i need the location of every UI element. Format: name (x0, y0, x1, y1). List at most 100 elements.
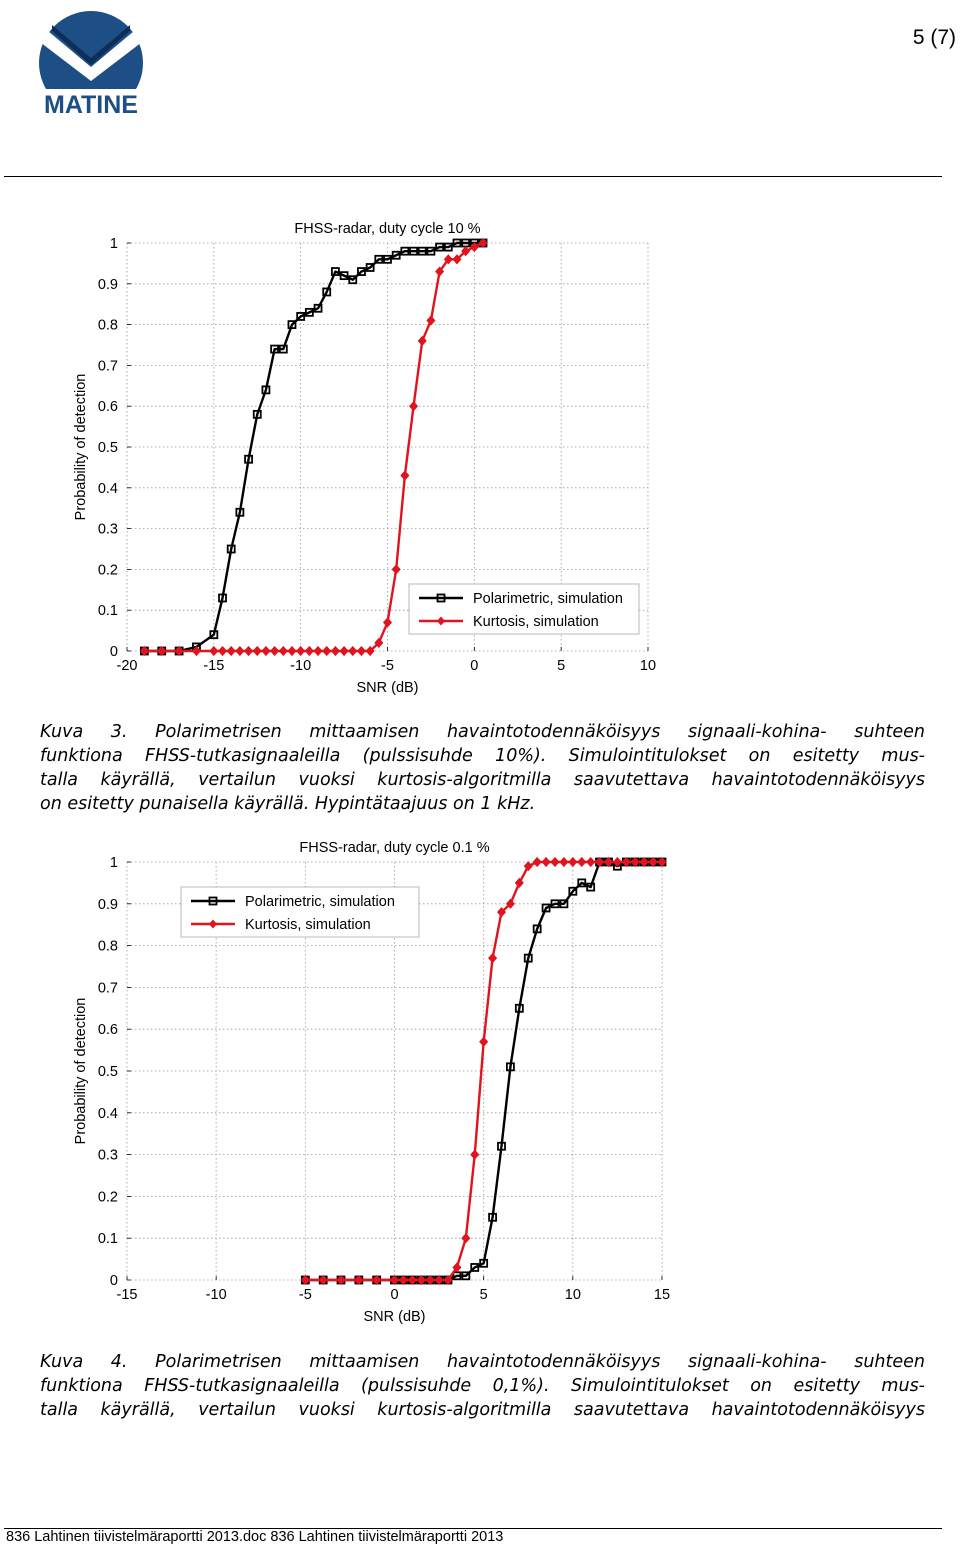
chart-legend: Polarimetric, simulation Kurtosis, simula… (408, 583, 640, 635)
legend-marker (209, 919, 217, 929)
data-point (209, 645, 219, 657)
legend-marker (436, 593, 446, 603)
data-point (417, 335, 427, 347)
x-tick-label: -15 (203, 658, 224, 674)
data-point (461, 246, 471, 257)
caption-line: Kuva 4. Polarimetrisen mittaamisen havai… (40, 1352, 925, 1372)
chart-2-svg: -15 -10 -5 0 5 10 15 0 0.1 0.2 0.3 0.4 0.5 0.6 0.7 0.8 0… (73, 840, 670, 1325)
data-point (226, 544, 236, 554)
data-point (452, 238, 462, 248)
data-point (514, 877, 524, 889)
y-tick-label: 0 (110, 644, 118, 660)
y-tick-label: 0 (110, 1273, 118, 1289)
page-number: 5 (7) (912, 26, 956, 49)
y-tick-label: 0.6 (98, 1022, 118, 1038)
data-point (479, 1036, 489, 1047)
data-point (400, 246, 410, 256)
x-axis-label: SNR (dB) (363, 1309, 425, 1325)
data-point (244, 645, 254, 657)
legend-label: Polarimetric, simulation (473, 591, 623, 607)
y-tick-label: 0.9 (98, 897, 118, 913)
data-point (287, 645, 297, 657)
chart-1-svg: -20 -15 -10 -5 0 5 10 0 0.1 0.2 0.3 0.4 0.5 0.6 0.7 0.8… (73, 221, 656, 696)
y-axis-label: Probability of detection (73, 998, 89, 1145)
data-point (478, 237, 488, 249)
data-point (252, 409, 262, 419)
legend-label: Kurtosis, simulation (245, 917, 371, 933)
data-point (296, 312, 306, 321)
data-point (357, 267, 366, 276)
logo-wordmark: MATINE (44, 91, 138, 118)
data-point (506, 1062, 515, 1072)
data-point (523, 861, 533, 872)
data-point (559, 856, 569, 868)
x-tick-label: 15 (654, 1287, 670, 1303)
chart-title: FHSS-radar, duty cycle 10 % (294, 221, 480, 237)
data-point (514, 1003, 524, 1013)
data-point (365, 645, 375, 657)
data-point (365, 263, 375, 272)
data-point (532, 924, 542, 934)
y-tick-label: 0.6 (98, 399, 118, 415)
data-point (559, 899, 569, 909)
data-point (586, 882, 596, 892)
data-point (139, 645, 149, 657)
data-point (235, 645, 245, 657)
caption-line: funktiona FHSS-tutkasignaaleilla (pulssi… (40, 1376, 925, 1396)
data-point (174, 645, 184, 657)
data-point (568, 886, 578, 896)
data-point (541, 856, 551, 868)
data-point (391, 564, 401, 575)
x-tick-label: -10 (206, 1287, 227, 1303)
data-point (452, 254, 462, 265)
data-point (461, 1271, 471, 1281)
data-point (550, 856, 560, 868)
y-tick-label: 0.5 (98, 440, 118, 456)
y-tick-label: 0.1 (98, 603, 118, 619)
data-point (278, 645, 288, 657)
data-point (488, 1212, 497, 1222)
data-point (443, 254, 453, 265)
data-point (532, 856, 542, 868)
x-tick-label: 10 (565, 1287, 581, 1303)
data-point (497, 1141, 506, 1151)
data-point (595, 856, 605, 868)
data-point (322, 645, 332, 657)
data-point (313, 645, 323, 657)
data-point (435, 266, 445, 277)
x-tick-label: -15 (117, 1287, 138, 1303)
data-point (330, 645, 340, 657)
data-point (407, 1274, 417, 1286)
data-point (621, 856, 631, 868)
y-tick-label: 0.4 (98, 1106, 118, 1122)
x-tick-label: 5 (557, 658, 565, 674)
y-tick-label: 0.1 (98, 1231, 118, 1247)
figure-2-chart: -15 -10 -5 0 5 10 15 0 0.1 0.2 0.3 0.4 0.5 0.6 0.7 0.8 0… (0, 830, 960, 1330)
y-tick-label: 0.3 (98, 1148, 118, 1164)
matine-logo-emblem: MATINE (28, 11, 154, 118)
data-point (426, 315, 436, 326)
data-point (389, 1274, 400, 1286)
data-point (568, 856, 578, 868)
data-point (339, 645, 349, 657)
data-point (479, 1258, 489, 1268)
data-point (409, 246, 418, 256)
x-tick-label: 0 (390, 1287, 398, 1303)
y-tick-label: 0.7 (98, 358, 118, 374)
legend-box (180, 886, 420, 938)
matine-logo: MATINE (22, 3, 160, 118)
data-point (336, 1274, 346, 1286)
caption-line: talla käyrällä, vertailun vuoksi kurtosi… (40, 1400, 925, 1420)
data-point (586, 856, 596, 868)
footer-text: 836 Lahtinen tiivistelmäraportti 2013.do… (6, 1529, 504, 1545)
x-tick-label: -5 (381, 658, 394, 674)
figure-2-caption: Kuva 4. Polarimetrisen mittaamisen havai… (40, 1350, 925, 1422)
data-point (382, 617, 393, 628)
data-point (322, 287, 332, 297)
y-tick-label: 0.2 (98, 562, 118, 578)
data-point (383, 254, 392, 264)
data-point (209, 630, 219, 640)
data-point (577, 878, 587, 888)
data-point (523, 953, 533, 963)
y-tick-label: 1 (110, 855, 118, 871)
